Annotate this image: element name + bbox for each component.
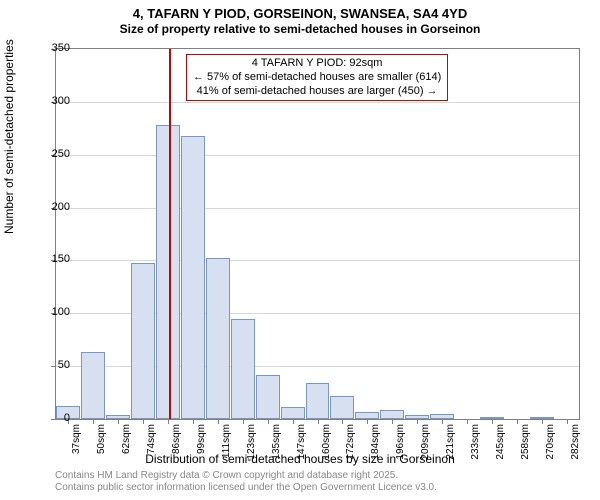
histogram-bar <box>355 412 379 419</box>
x-tick-mark <box>367 419 368 424</box>
histogram-bar <box>281 407 305 419</box>
gridline <box>56 208 579 209</box>
reference-line <box>169 49 171 419</box>
x-tick-mark <box>517 419 518 424</box>
x-tick-mark <box>218 419 219 424</box>
histogram-bar <box>256 375 280 419</box>
x-tick-mark <box>492 419 493 424</box>
y-tick-label: 100 <box>30 306 70 318</box>
histogram-bar <box>81 352 105 419</box>
x-tick-mark <box>342 419 343 424</box>
histogram-bar <box>330 396 354 419</box>
gridline <box>56 102 579 103</box>
histogram-bar <box>231 319 255 419</box>
y-tick-label: 250 <box>30 148 70 160</box>
y-tick-label: 150 <box>30 253 70 265</box>
title-line-2: Size of property relative to semi-detach… <box>0 22 600 37</box>
x-tick-mark <box>542 419 543 424</box>
x-tick-mark <box>318 419 319 424</box>
x-tick-mark <box>168 419 169 424</box>
y-tick-label: 50 <box>30 359 70 371</box>
x-tick-mark <box>293 419 294 424</box>
annotation-line: ← 57% of semi-detached houses are smalle… <box>193 71 441 85</box>
title-line-1: 4, TAFARN Y PIOD, GORSEINON, SWANSEA, SA… <box>0 6 600 22</box>
annotation-line: 4 TAFARN Y PIOD: 92sqm <box>193 57 441 71</box>
footer-line-2: Contains public sector information licen… <box>55 482 437 494</box>
x-tick-mark <box>193 419 194 424</box>
chart-title-block: 4, TAFARN Y PIOD, GORSEINON, SWANSEA, SA… <box>0 0 600 37</box>
x-tick-mark <box>417 419 418 424</box>
x-tick-mark <box>118 419 119 424</box>
x-tick-mark <box>567 419 568 424</box>
y-tick-label: 0 <box>30 412 70 424</box>
histogram-bar <box>181 136 205 419</box>
x-tick-mark <box>93 419 94 424</box>
x-tick-mark <box>392 419 393 424</box>
histogram-bar <box>380 410 404 420</box>
attribution-footer: Contains HM Land Registry data © Crown c… <box>55 470 437 494</box>
x-tick-mark <box>143 419 144 424</box>
y-tick-label: 350 <box>30 42 70 54</box>
y-tick-label: 300 <box>30 95 70 107</box>
x-tick-mark <box>243 419 244 424</box>
gridline <box>56 260 579 261</box>
footer-line-1: Contains HM Land Registry data © Crown c… <box>55 470 437 482</box>
x-tick-mark <box>467 419 468 424</box>
y-axis-label: Number of semi-detached properties <box>2 39 16 234</box>
histogram-bar <box>206 258 230 419</box>
annotation-box: 4 TAFARN Y PIOD: 92sqm← 57% of semi-deta… <box>186 54 448 101</box>
annotation-line: 41% of semi-detached houses are larger (… <box>193 85 441 99</box>
x-tick-mark <box>268 419 269 424</box>
histogram-bar <box>306 383 330 419</box>
x-tick-mark <box>442 419 443 424</box>
chart-plot-area: 37sqm50sqm62sqm74sqm86sqm99sqm111sqm123s… <box>55 48 580 420</box>
histogram-bar <box>131 263 155 419</box>
y-tick-label: 200 <box>30 201 70 213</box>
gridline <box>56 155 579 156</box>
x-axis-label: Distribution of semi-detached houses by … <box>0 452 600 466</box>
